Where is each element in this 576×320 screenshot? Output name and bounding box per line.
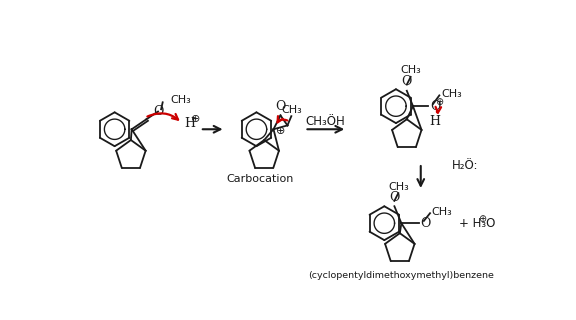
Text: H₂Ö:: H₂Ö:	[452, 159, 478, 172]
Text: CH₃: CH₃	[281, 105, 302, 115]
Text: + H₃O: + H₃O	[460, 217, 496, 230]
Text: O: O	[430, 100, 441, 113]
Text: O: O	[275, 100, 286, 113]
Text: ⊕: ⊕	[435, 97, 444, 107]
Text: CH₃: CH₃	[441, 89, 461, 99]
Text: (cyclopentyldimethoxymethyl)benzene: (cyclopentyldimethoxymethyl)benzene	[308, 271, 494, 280]
Text: H: H	[429, 115, 440, 128]
Text: CH₃: CH₃	[431, 207, 452, 217]
Text: CH₃: CH₃	[388, 182, 408, 192]
Text: ⊕: ⊕	[276, 126, 285, 136]
Text: O: O	[420, 217, 431, 230]
Text: H: H	[184, 116, 195, 130]
Text: Carbocation: Carbocation	[226, 174, 294, 184]
Text: O: O	[401, 76, 412, 88]
Text: CH₃: CH₃	[170, 95, 191, 105]
Text: O: O	[153, 105, 163, 118]
Text: O: O	[389, 191, 400, 204]
Text: CH₃: CH₃	[400, 65, 421, 75]
Text: CH₃ÖH: CH₃ÖH	[305, 115, 345, 128]
Text: ⊕: ⊕	[478, 213, 486, 224]
Text: ⊕: ⊕	[191, 114, 200, 124]
